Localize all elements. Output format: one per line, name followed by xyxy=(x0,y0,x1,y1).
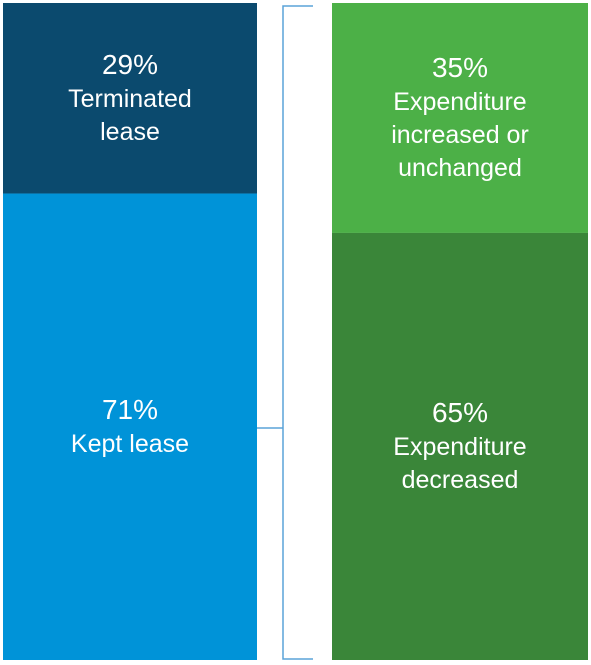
bar-segment-terminated-lease xyxy=(3,3,257,194)
bar-segment-kept-lease xyxy=(3,193,257,660)
bar-segment-expenditure-decreased xyxy=(332,232,588,660)
connector-bracket xyxy=(257,5,313,660)
bar-segment-expenditure-increased xyxy=(332,3,588,233)
